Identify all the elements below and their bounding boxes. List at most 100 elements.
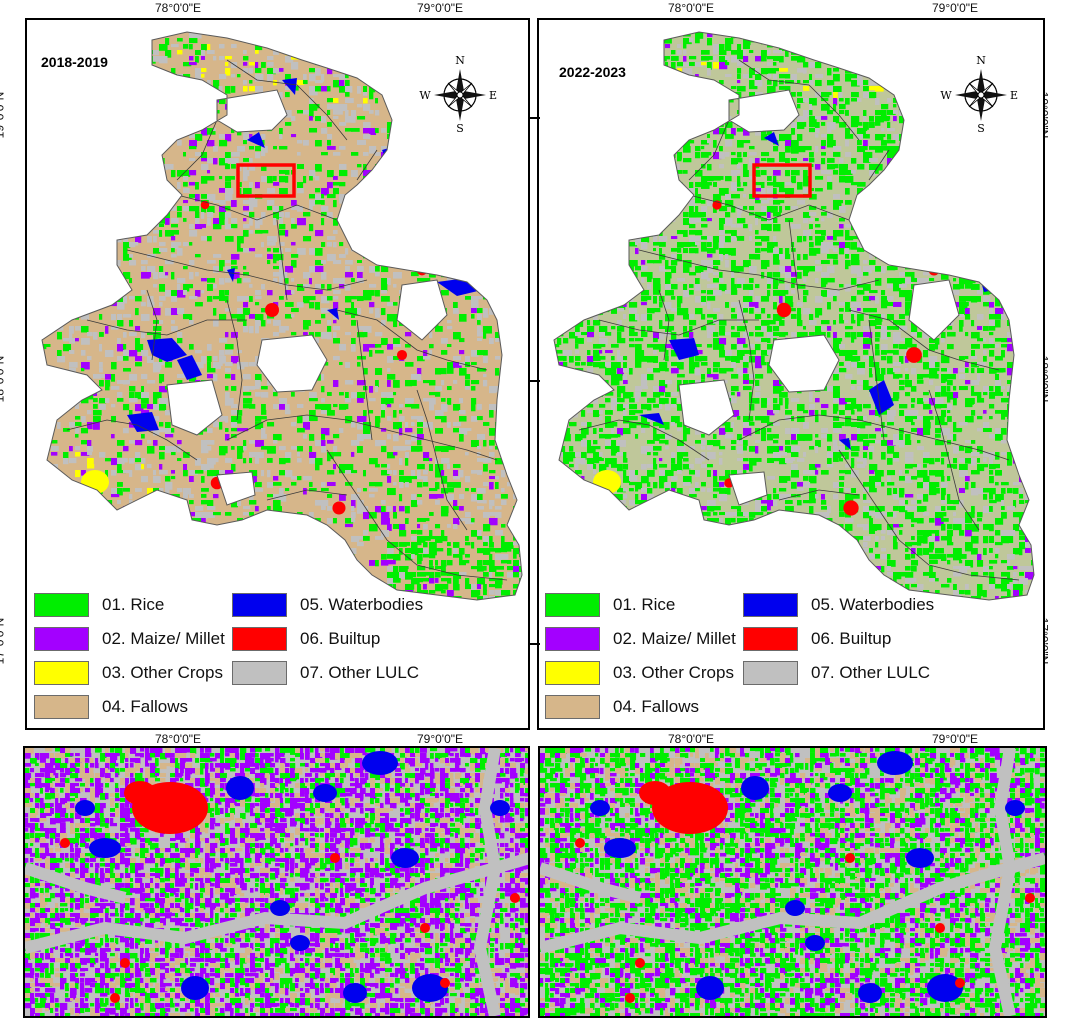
district-map-2018-2019: N S E W <box>41 31 523 601</box>
district-boundary <box>356 319 373 441</box>
legend-swatch-maize <box>34 627 89 651</box>
legend-label-rice: 01. Rice <box>102 595 165 614</box>
zoom-extent-box <box>752 163 812 198</box>
district-boundary <box>868 319 885 441</box>
river-channel <box>473 748 502 1016</box>
land-cover-layer <box>554 32 1034 600</box>
builtup-area <box>120 958 130 968</box>
legend-item-waterbodies: 05. Waterbodies <box>743 592 934 618</box>
legend-swatch-other_lulc <box>232 661 287 685</box>
lat-label-18-left: 18°0'0"N <box>0 355 7 403</box>
legend-label-fallows: 04. Fallows <box>613 697 699 716</box>
district-boundary <box>66 419 198 461</box>
compass-letter-w: W <box>940 89 952 102</box>
district-map-2022-2023: N S E W <box>553 31 1035 601</box>
legend-swatch-maize <box>545 627 600 651</box>
district-boundary <box>416 389 468 531</box>
builtup-area <box>60 838 70 848</box>
lat-label-19-left: 19°0'0"N <box>0 91 7 139</box>
waterbody <box>785 900 805 916</box>
lon-label-78-left: 78°0'0"E <box>154 1 202 15</box>
river-channel <box>25 852 528 954</box>
waterbody <box>75 800 95 816</box>
legend-swatch-other_lulc <box>743 661 798 685</box>
district-boundary <box>688 194 850 221</box>
district-boundary <box>848 309 1000 371</box>
builtup-area <box>776 302 792 318</box>
waterbody <box>805 935 825 951</box>
waterbody <box>741 776 769 800</box>
waterbody <box>226 776 254 800</box>
legend-item-fallows: 04. Fallows <box>545 694 699 720</box>
waterbody <box>327 308 339 320</box>
compass-letter-s: S <box>456 122 464 135</box>
district-boundary <box>176 194 338 221</box>
district-boundary <box>868 149 890 181</box>
builtup-area <box>1025 893 1035 903</box>
compass-letter-w: W <box>419 89 431 102</box>
district-boundary <box>336 309 488 371</box>
map-panel-2022-2023: N S E W 2022-2023 <box>537 18 1045 730</box>
waterbody <box>147 338 187 362</box>
legend-swatch-fallows <box>545 695 600 719</box>
legend-swatch-waterbodies <box>232 593 287 617</box>
district-boundary <box>276 219 288 301</box>
waterbody <box>343 983 367 1003</box>
study-area-outline <box>41 31 523 601</box>
waterbody <box>939 310 951 325</box>
zoom-extent-box <box>236 163 296 198</box>
zoom-inset-map-2022-2023 <box>540 748 1045 1016</box>
waterbody <box>177 355 202 380</box>
waterbody <box>490 800 510 816</box>
waterbody <box>828 784 852 802</box>
waterbody <box>290 935 310 951</box>
district-boundary <box>928 389 980 531</box>
builtup-area <box>906 347 922 363</box>
district-boundary <box>738 414 1010 461</box>
waterbody <box>869 380 894 415</box>
legend-label-waterbodies: 05. Waterbodies <box>300 595 424 614</box>
waterbody <box>247 132 265 148</box>
frame-tick <box>528 643 540 645</box>
district-boundary <box>638 249 880 291</box>
compass-letter-s: S <box>977 122 985 135</box>
river-channel <box>540 852 1045 954</box>
river-channel <box>988 748 1017 1016</box>
waterbody <box>639 413 664 425</box>
legend-item-builtup: 06. Builtup <box>743 626 891 652</box>
district-boundary <box>788 219 800 301</box>
district-boundary <box>126 249 368 291</box>
compass-letter-e: E <box>489 89 497 102</box>
builtup-area <box>330 853 340 863</box>
builtup-area <box>110 993 120 1003</box>
legend-label-waterbodies: 05. Waterbodies <box>811 595 935 614</box>
builtup-area <box>124 781 156 805</box>
waterbody <box>412 974 448 1002</box>
waterbody <box>282 78 297 95</box>
legend-swatch-builtup <box>743 627 798 651</box>
legend-label-builtup: 06. Builtup <box>300 629 381 648</box>
legend-item-other_lulc: 07. Other LULC <box>232 660 419 686</box>
builtup-area <box>264 302 280 318</box>
builtup-area <box>955 978 965 988</box>
legend-label-other_lulc: 07. Other LULC <box>300 663 420 682</box>
district-boundary <box>226 414 498 461</box>
district-boundary <box>326 449 508 581</box>
waterbody <box>181 976 209 1000</box>
waterbody <box>927 974 963 1002</box>
legend-item-waterbodies: 05. Waterbodies <box>232 592 423 618</box>
district-boundary <box>838 449 1020 581</box>
river-channel <box>25 862 127 904</box>
legend-swatch-other_crops <box>545 661 600 685</box>
legend-label-builtup: 06. Builtup <box>811 629 892 648</box>
lat-label-17-left: 17°0'0"N <box>0 617 7 665</box>
land-cover-layer <box>42 32 522 600</box>
legend-item-builtup: 06. Builtup <box>232 626 380 652</box>
builtup-area <box>845 853 855 863</box>
legend-label-other_lulc: 07. Other LULC <box>811 663 931 682</box>
compass-rose-icon: N S E W <box>940 54 1018 135</box>
waterbody <box>89 838 121 858</box>
zoom-inset-2018-2019 <box>23 746 530 1018</box>
builtup-area <box>575 838 585 848</box>
period-label-2022-2023: 2022-2023 <box>559 64 626 80</box>
